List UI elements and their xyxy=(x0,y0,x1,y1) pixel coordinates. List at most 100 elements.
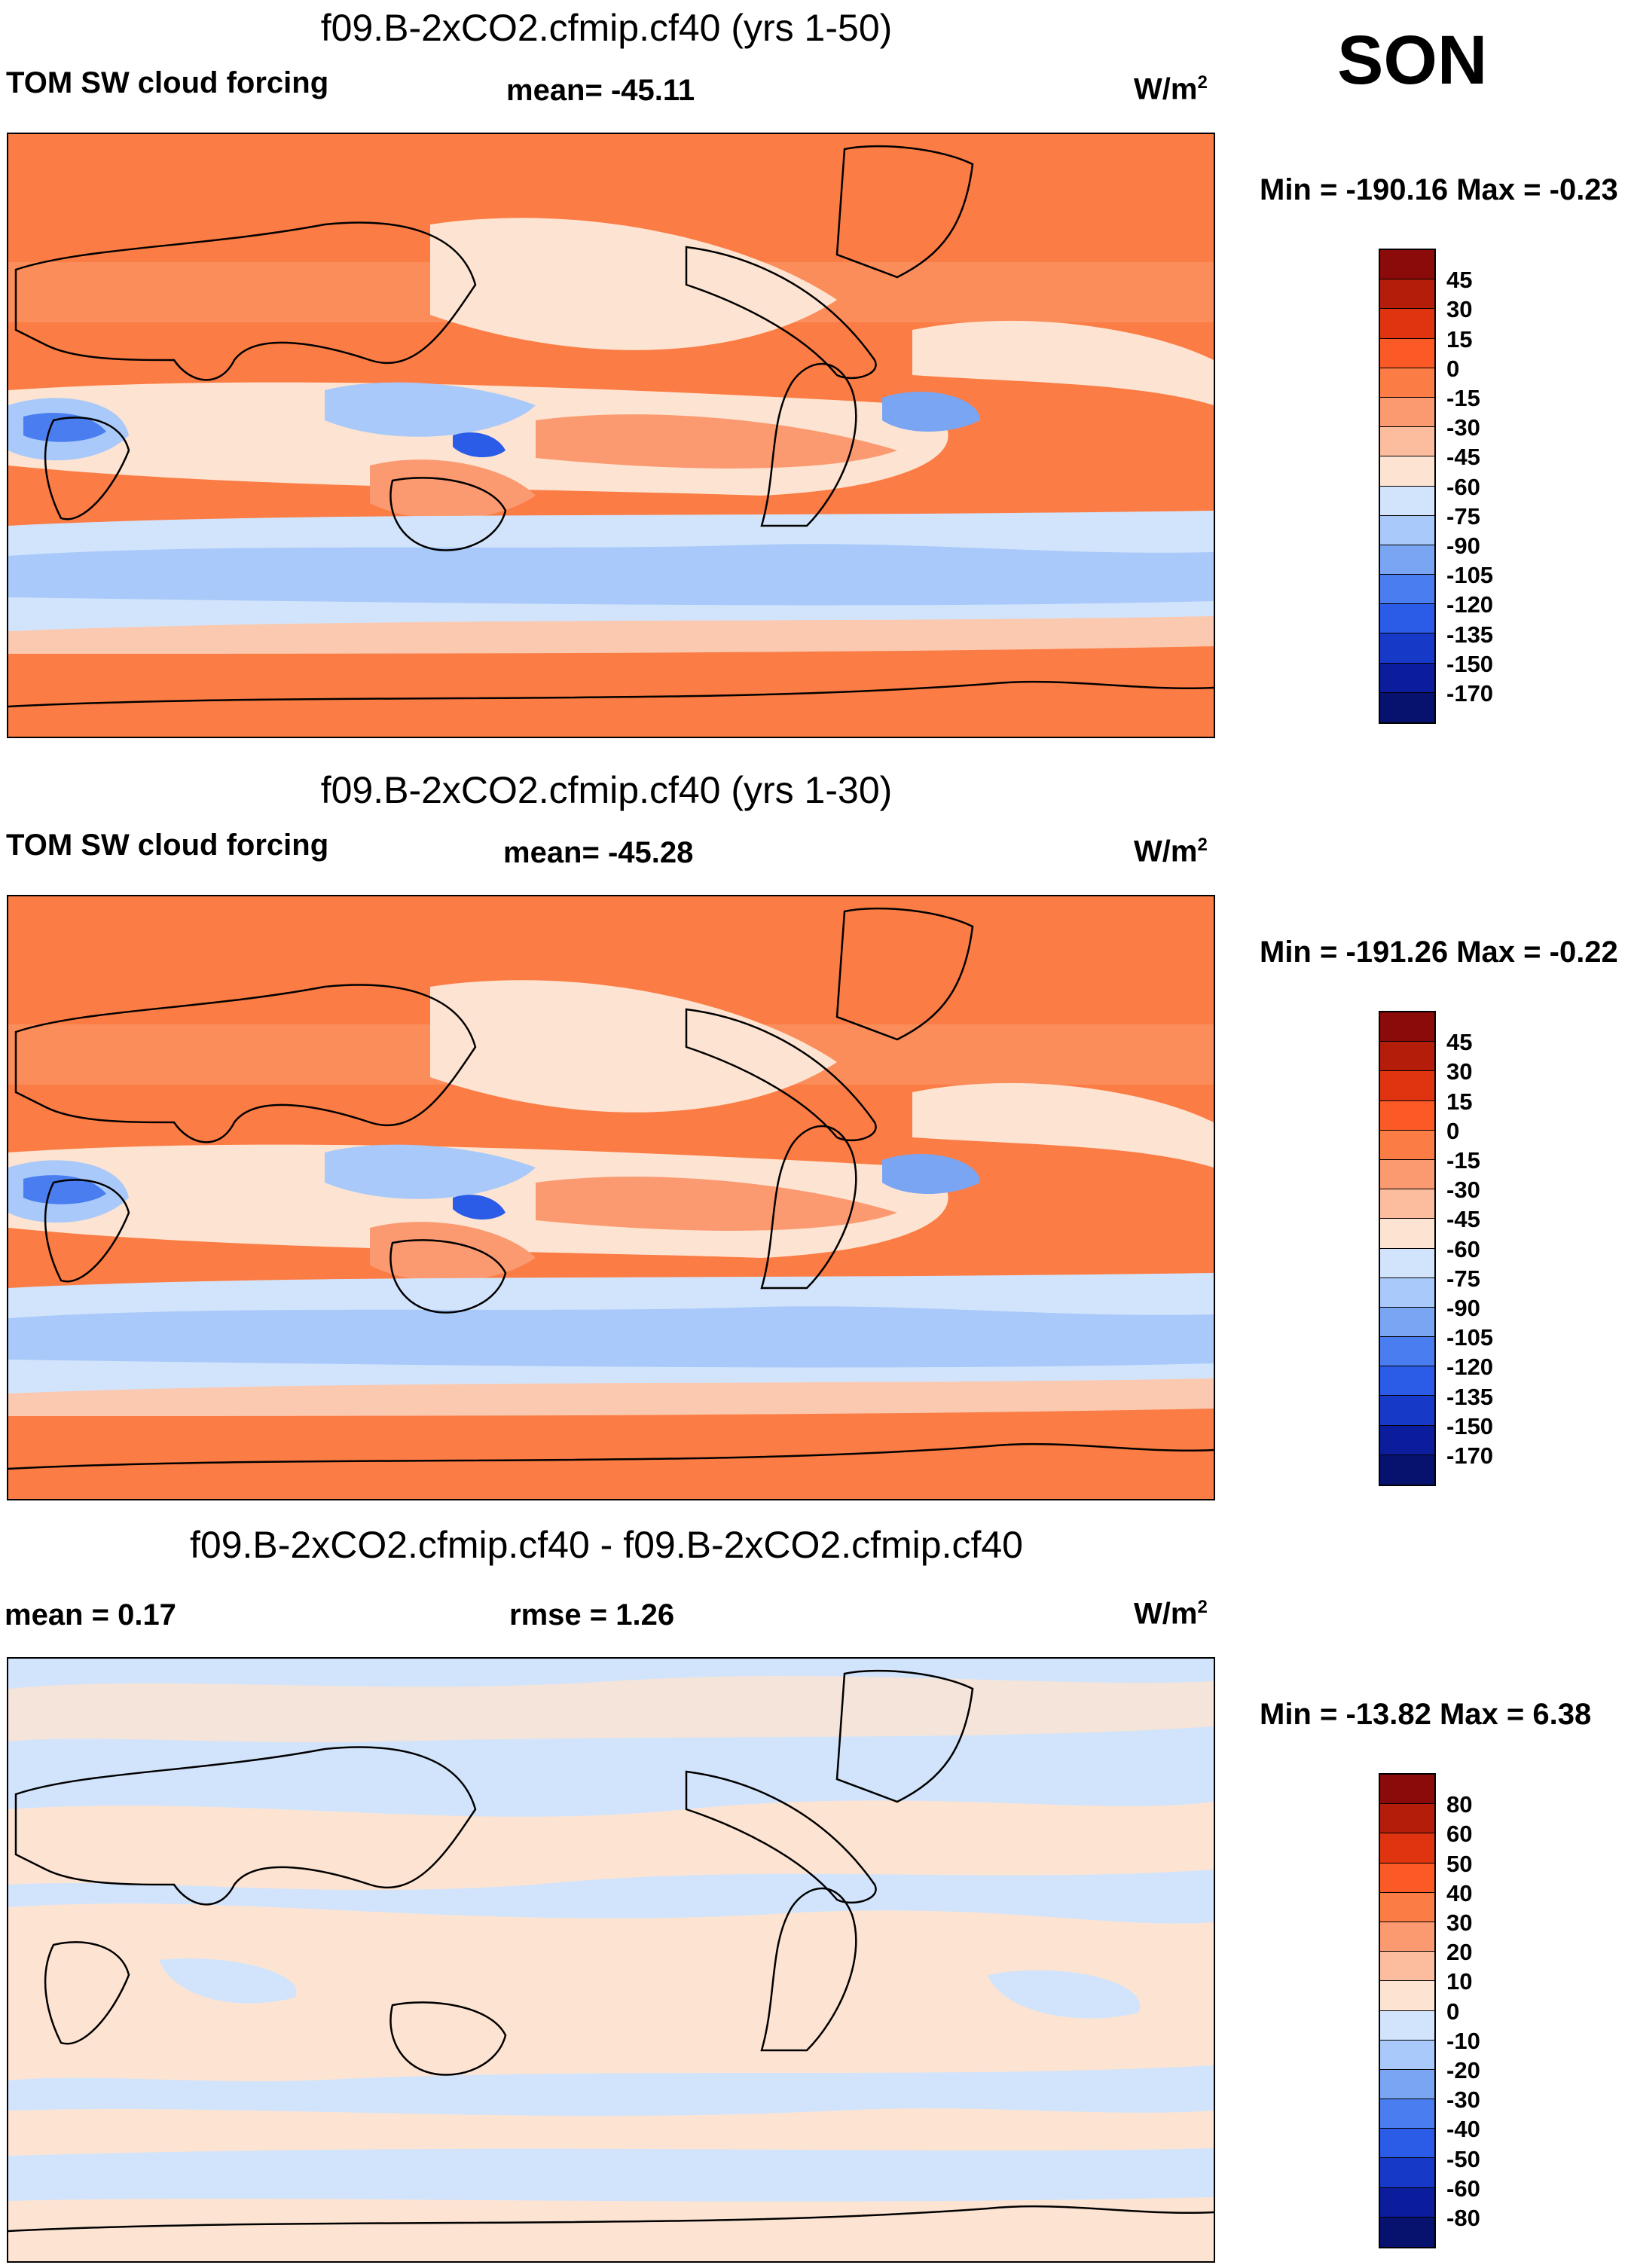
colorbar-tick-label: -80 xyxy=(1446,2205,1480,2231)
panel1-minmax: Min = -190.16 Max = -0.23 xyxy=(1260,173,1618,206)
colorbar-swatch xyxy=(1380,279,1434,310)
colorbar-swatch xyxy=(1380,692,1434,722)
colorbar-tick-label: -75 xyxy=(1446,1265,1480,1292)
colorbar-tick-label: 20 xyxy=(1446,1939,1473,1966)
panel3-title: f09.B-2xCO2.cfmip.cf40 - f09.B-2xCO2.cfm… xyxy=(190,1524,1023,1566)
colorbar-tick-label: -105 xyxy=(1446,1324,1494,1351)
colorbar-swatch xyxy=(1380,456,1434,487)
colorbar-tick-label: 15 xyxy=(1446,1088,1473,1115)
panel2-variable-label: TOM SW cloud forcing xyxy=(6,829,329,862)
colorbar-swatch xyxy=(1380,427,1434,457)
colorbar-swatch xyxy=(1380,1863,1434,1893)
colorbar-swatch xyxy=(1380,604,1434,634)
colorbar-tick-label: -10 xyxy=(1446,2027,1480,2054)
colorbar-swatch xyxy=(1380,1042,1434,1072)
colorbar-tick-label: 0 xyxy=(1446,1117,1460,1144)
colorbar-swatch xyxy=(1380,1833,1434,1864)
colorbar-tick-label: -135 xyxy=(1446,621,1494,648)
colorbar-tick-label: 30 xyxy=(1446,1058,1473,1085)
colorbar-tick-label: 0 xyxy=(1446,355,1460,382)
colorbar-swatch xyxy=(1380,1892,1434,1922)
colorbar-swatch xyxy=(1380,309,1434,339)
colorbar-tick-label: 60 xyxy=(1446,1821,1473,1848)
colorbar-swatch xyxy=(1380,2099,1434,2129)
colorbar-tick-label: -30 xyxy=(1446,1177,1480,1204)
colorbar-swatch xyxy=(1380,633,1434,664)
colorbar-tick-label: -45 xyxy=(1446,1206,1480,1233)
panel2-units: W/m2 xyxy=(1134,835,1208,868)
colorbar-tick-label: -15 xyxy=(1446,1147,1480,1174)
colorbar-swatch xyxy=(1380,397,1434,428)
colorbar-tick-label: -60 xyxy=(1446,1235,1480,1262)
colorbar-tick-label: -150 xyxy=(1446,650,1494,677)
panel2-colorbar xyxy=(1379,1011,1436,1486)
colorbar-tick-label: 10 xyxy=(1446,1968,1473,1995)
panel1-colorbar xyxy=(1379,249,1436,724)
panel3-map xyxy=(7,1657,1215,2263)
panel1-units: W/m2 xyxy=(1134,72,1208,106)
panel2-minmax: Min = -191.26 Max = -0.22 xyxy=(1260,936,1618,969)
colorbar-tick-label: -170 xyxy=(1446,1442,1494,1469)
colorbar-swatch xyxy=(1380,1071,1434,1101)
colorbar-tick-label: -60 xyxy=(1446,2175,1480,2202)
panel1-variable-label: TOM SW cloud forcing xyxy=(6,66,329,99)
colorbar-swatch xyxy=(1380,1277,1434,1308)
colorbar-tick-label: -30 xyxy=(1446,2086,1480,2114)
colorbar-tick-label: 45 xyxy=(1446,1029,1473,1056)
colorbar-swatch xyxy=(1380,1337,1434,1367)
colorbar-tick-label: 50 xyxy=(1446,1850,1473,1877)
colorbar-swatch xyxy=(1380,1248,1434,1278)
colorbar-tick-label: -30 xyxy=(1446,414,1480,441)
colorbar-tick-label: 40 xyxy=(1446,1879,1473,1906)
panel2-field xyxy=(8,896,1214,1499)
colorbar-tick-label: -170 xyxy=(1446,680,1494,707)
panel1-mean-label: mean= -45.11 xyxy=(506,74,695,107)
panel2-map xyxy=(7,895,1215,1500)
panel3-units: W/m2 xyxy=(1134,1597,1208,1631)
panel3-minmax: Min = -13.82 Max = 6.38 xyxy=(1260,1698,1592,1731)
panel2-mean-label: mean= -45.28 xyxy=(503,836,694,869)
colorbar-tick-label: -45 xyxy=(1446,444,1480,471)
colorbar-tick-label: -105 xyxy=(1446,562,1494,589)
colorbar-tick-label: 15 xyxy=(1446,325,1473,353)
colorbar-swatch xyxy=(1380,1981,1434,2011)
colorbar-tick-label: -135 xyxy=(1446,1383,1494,1410)
colorbar-swatch xyxy=(1380,1396,1434,1426)
colorbar-tick-label: -50 xyxy=(1446,2145,1480,2172)
colorbar-tick-label: -90 xyxy=(1446,1295,1480,1321)
panel1-title: f09.B-2xCO2.cfmip.cf40 (yrs 1-50) xyxy=(320,7,893,49)
colorbar-swatch xyxy=(1380,1130,1434,1160)
colorbar-swatch xyxy=(1380,2217,1434,2247)
colorbar-tick-label: 45 xyxy=(1446,267,1473,294)
panel3-field xyxy=(8,1659,1214,2261)
colorbar-swatch xyxy=(1380,1952,1434,1982)
colorbar-swatch xyxy=(1380,1804,1434,1834)
colorbar-tick-label: -120 xyxy=(1446,1354,1494,1381)
colorbar-swatch xyxy=(1380,338,1434,368)
colorbar-tick-label: -15 xyxy=(1446,385,1480,411)
colorbar-tick-label: 30 xyxy=(1446,1909,1473,1936)
colorbar-swatch xyxy=(1380,1425,1434,1455)
panel3-rmse-label: rmse = 1.26 xyxy=(509,1598,675,1632)
colorbar-swatch xyxy=(1380,1159,1434,1190)
colorbar-tick-label: -60 xyxy=(1446,473,1480,500)
colorbar-tick-label: 80 xyxy=(1446,1791,1473,1818)
colorbar-tick-label: 0 xyxy=(1446,1998,1460,2025)
colorbar-swatch xyxy=(1380,250,1434,280)
season-label: SON xyxy=(1337,22,1488,99)
colorbar-tick-label: -120 xyxy=(1446,591,1494,618)
colorbar-swatch xyxy=(1380,2010,1434,2041)
panel3-mean-label: mean = 0.17 xyxy=(5,1598,176,1632)
colorbar-swatch xyxy=(1380,2158,1434,2188)
colorbar-swatch xyxy=(1380,663,1434,693)
colorbar-swatch xyxy=(1380,545,1434,575)
colorbar-tick-label: -20 xyxy=(1446,2057,1480,2083)
colorbar-tick-label: -75 xyxy=(1446,502,1480,530)
colorbar-swatch xyxy=(1380,1189,1434,1219)
colorbar-tick-label: -90 xyxy=(1446,533,1480,559)
colorbar-swatch xyxy=(1380,1775,1434,1805)
colorbar-swatch xyxy=(1380,2187,1434,2218)
panel3-colorbar xyxy=(1379,1773,1436,2248)
colorbar-swatch xyxy=(1380,368,1434,398)
colorbar-swatch xyxy=(1380,2129,1434,2159)
